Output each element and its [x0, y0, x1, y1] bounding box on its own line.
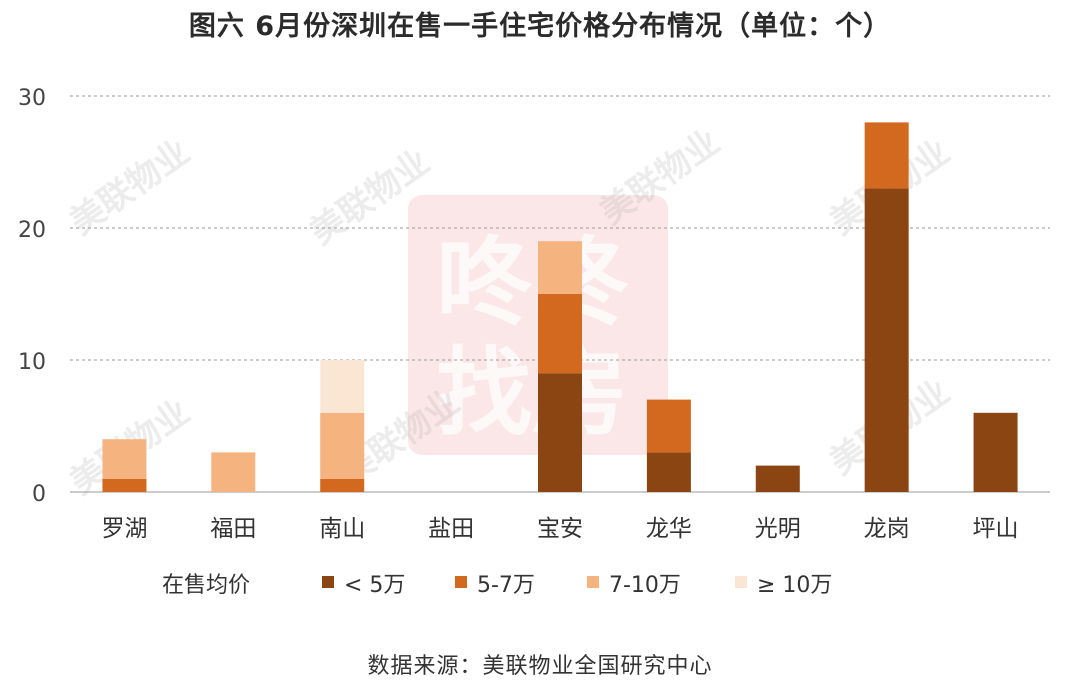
- x-tick-label: 南山: [319, 516, 365, 542]
- legend-swatch: [322, 576, 334, 588]
- bar-segment: [102, 478, 147, 492]
- legend-label: < 5万: [344, 573, 405, 598]
- bar-segment: [646, 399, 691, 453]
- watermark-stamp-line2: 找房: [436, 337, 628, 449]
- x-tick-label: 宝安: [537, 516, 583, 542]
- x-tick-label: 光明: [755, 516, 801, 542]
- legend-swatch: [735, 576, 747, 588]
- bar-segment: [646, 452, 691, 492]
- bar-segment: [864, 188, 909, 492]
- bar-segment: [538, 294, 582, 374]
- legend-label: 5-7万: [477, 573, 535, 598]
- bar-segment: [973, 412, 1018, 492]
- x-tick-label: 罗湖: [101, 516, 147, 542]
- bar-segment: [538, 241, 582, 294]
- legend-swatch: [587, 576, 599, 588]
- legend-title: 在售均价: [162, 573, 250, 598]
- x-tick-label: 盐田: [428, 516, 474, 542]
- x-tick-label: 龙岗: [864, 516, 910, 542]
- bar-segment: [102, 439, 147, 479]
- bar-segment: [320, 360, 365, 413]
- x-tick-label: 福田: [210, 516, 256, 542]
- legend-label: ≥ 10万: [757, 573, 832, 598]
- bar-segment: [864, 122, 909, 189]
- watermark-stamp-line1: 咚咚: [436, 227, 628, 339]
- bar-segment: [320, 412, 365, 479]
- y-tick-label: 30: [18, 86, 46, 111]
- data-source-note: 数据来源：美联物业全国研究中心: [367, 654, 713, 679]
- chart-title: 图六 6月份深圳在售一手住宅价格分布情况（单位：个）: [188, 11, 892, 42]
- y-tick-label: 0: [32, 482, 46, 507]
- bar-segment: [755, 465, 800, 492]
- x-tick-label: 坪山: [973, 516, 1019, 542]
- legend-swatch: [455, 576, 467, 588]
- y-tick-label: 10: [18, 350, 46, 375]
- bar-segment: [320, 478, 365, 492]
- x-tick-label: 龙华: [646, 516, 692, 542]
- bar-segment: [538, 373, 582, 492]
- y-tick-label: 20: [18, 218, 46, 243]
- legend-label: 7-10万: [609, 573, 681, 598]
- bar-segment: [211, 452, 256, 492]
